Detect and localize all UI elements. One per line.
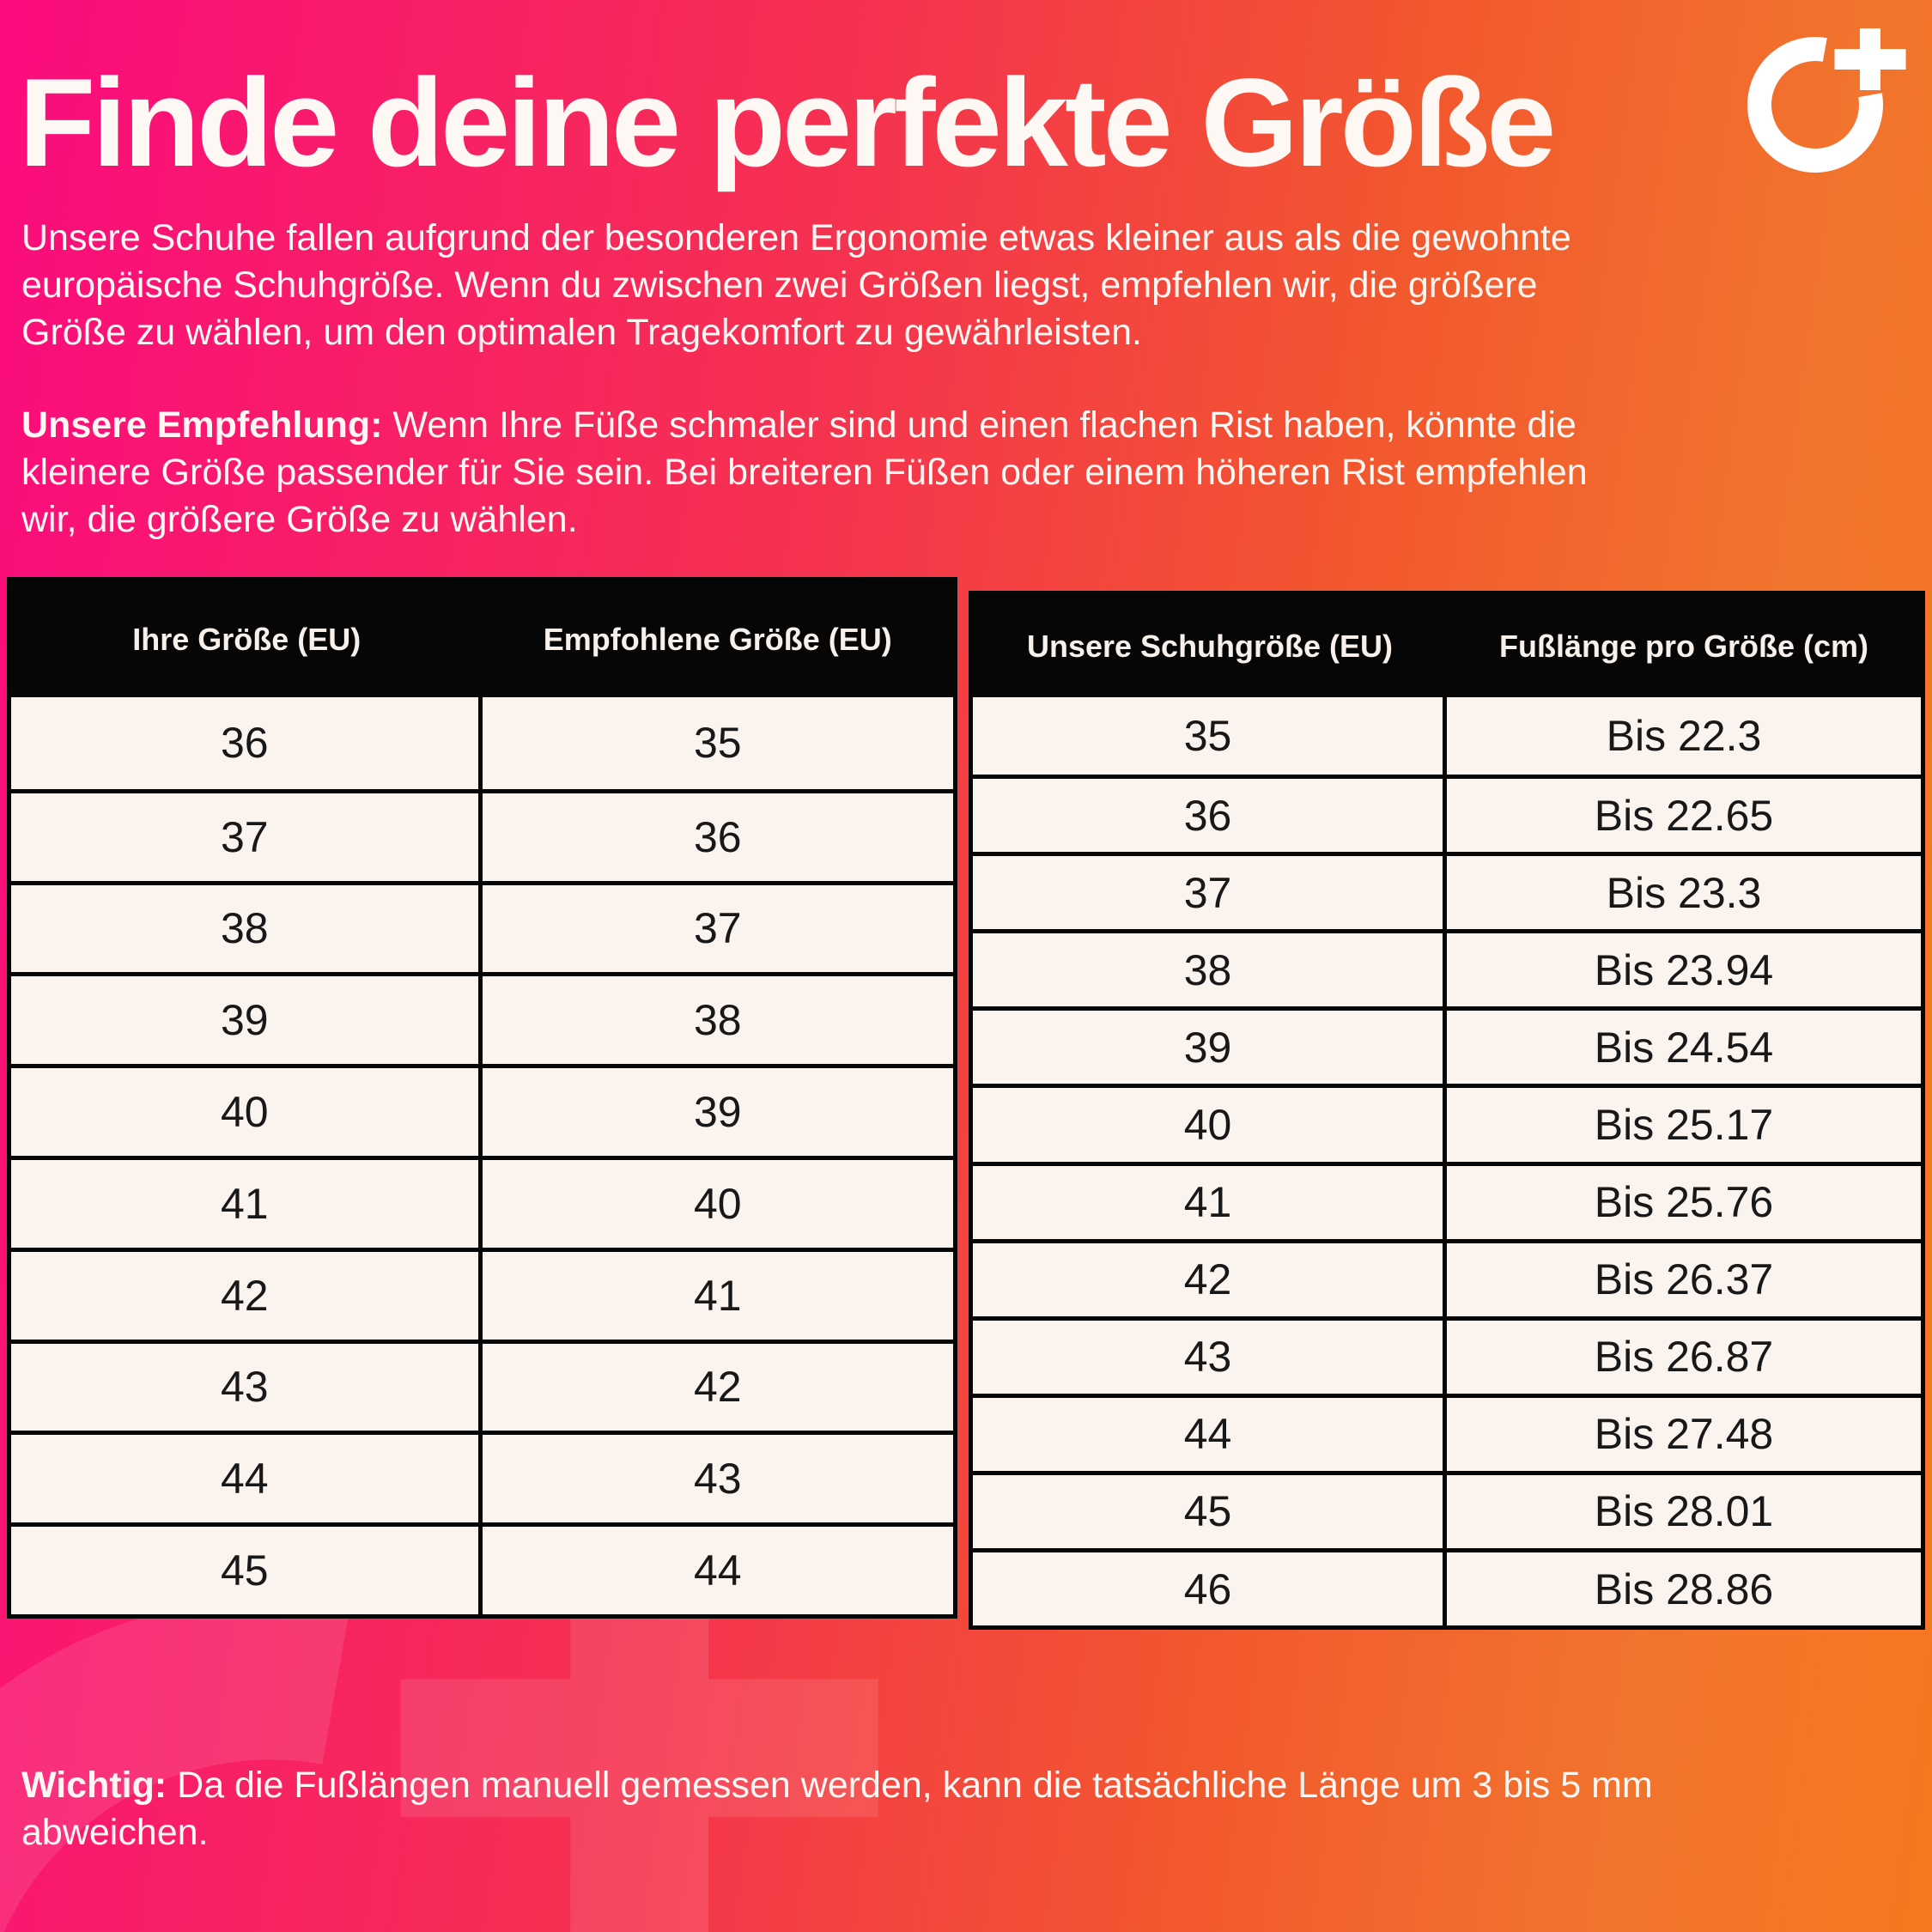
- your-size-cell: 44: [11, 1435, 483, 1523]
- recommended-size-cell: 38: [693, 996, 742, 1045]
- recommended-size-cell: 40: [693, 1179, 742, 1228]
- table-row: 42 41: [11, 1247, 953, 1340]
- table-row: 44 43: [11, 1431, 953, 1523]
- size-conversion-table-body: 36 35 37 36 38 37 39 38: [11, 697, 953, 1614]
- table-row: 40 39: [11, 1064, 953, 1156]
- shoe-size-cell: 36: [973, 779, 1447, 853]
- circle-plus-logo-icon: [1747, 28, 1906, 173]
- table-row: 39 Bis 24.54: [973, 1006, 1921, 1084]
- important-note: Wichtig: Da die Fußlängen manuell gemess…: [21, 1762, 1919, 1856]
- shoe-size-cell: 37: [973, 856, 1447, 930]
- recommended-size-cell: 44: [693, 1546, 742, 1595]
- your-size-cell: 43: [11, 1343, 483, 1431]
- table-row: 35 Bis 22.3: [973, 697, 1921, 775]
- foot-length-cell: Bis 25.76: [1594, 1178, 1774, 1227]
- foot-length-cell: Bis 26.87: [1594, 1333, 1774, 1382]
- shoe-size-cell: 41: [973, 1165, 1447, 1239]
- size-conversion-table-header: Ihre Größe (EU) Empfohlene Größe (EU): [11, 581, 953, 697]
- table-row: 41 Bis 25.76: [973, 1161, 1921, 1239]
- table-row: 36 35: [11, 697, 953, 789]
- foot-length-cell: Bis 28.86: [1594, 1564, 1774, 1613]
- table-row: 37 Bis 23.3: [973, 852, 1921, 930]
- shoe-size-cell: 35: [973, 697, 1447, 775]
- shoe-size-cell: 44: [973, 1397, 1447, 1471]
- recommended-size-cell: 36: [693, 812, 742, 861]
- recommended-size-cell: 43: [693, 1455, 742, 1504]
- foot-length-table-body: 35 Bis 22.3 36 Bis 22.65 37 Bis 23.3 38 …: [973, 697, 1921, 1626]
- table-row: 38 37: [11, 880, 953, 973]
- page-title: Finde deine perfekte Größe: [19, 52, 1556, 192]
- table-row: 37 36: [11, 788, 953, 881]
- foot-length-cell: Bis 22.3: [1606, 712, 1762, 761]
- table-row: 45 Bis 28.01: [973, 1470, 1921, 1549]
- recommended-size-cell: 41: [693, 1271, 742, 1320]
- your-size-cell: 41: [11, 1159, 483, 1248]
- intro-paragraph: Unsere Schuhe fallen aufgrund der besond…: [21, 217, 1571, 353]
- recommended-size-cell: 35: [693, 719, 742, 768]
- foot-length-table-header: Unsere Schuhgröße (EU) Fußlänge pro Größ…: [973, 595, 1921, 697]
- recommendation-paragraph: Unsere Empfehlung: Wenn Ihre Füße schmal…: [21, 402, 1919, 544]
- table-row: 43 42: [11, 1339, 953, 1431]
- foot-length-cell: Bis 23.3: [1606, 868, 1762, 917]
- column-header-foot-length: Fußlänge pro Größe (cm): [1498, 628, 1868, 664]
- size-conversion-table: Ihre Größe (EU) Empfohlene Größe (EU) 36…: [7, 577, 957, 1619]
- your-size-cell: 36: [11, 697, 483, 789]
- table-row: 45 44: [11, 1522, 953, 1614]
- table-row: 36 Bis 22.65: [973, 775, 1921, 853]
- table-row: 38 Bis 23.94: [973, 929, 1921, 1007]
- recommendation-label: Unsere Empfehlung:: [21, 404, 383, 446]
- foot-length-cell: Bis 23.94: [1594, 945, 1774, 994]
- foot-length-cell: Bis 22.65: [1594, 791, 1774, 840]
- your-size-cell: 37: [11, 793, 483, 881]
- table-row: 41 40: [11, 1155, 953, 1248]
- shoe-size-cell: 40: [973, 1088, 1447, 1162]
- foot-length-cell: Bis 26.37: [1594, 1255, 1774, 1304]
- foot-length-cell: Bis 28.01: [1594, 1487, 1774, 1536]
- column-header-your-size: Ihre Größe (EU): [132, 621, 361, 657]
- your-size-cell: 38: [11, 884, 483, 973]
- your-size-cell: 40: [11, 1068, 483, 1156]
- important-note-text: Da die Fußlängen manuell gemessen werden…: [21, 1765, 1653, 1853]
- column-header-recommended-size: Empfohlene Größe (EU): [543, 621, 892, 657]
- table-row: 46 Bis 28.86: [973, 1548, 1921, 1626]
- important-note-label: Wichtig:: [21, 1765, 167, 1806]
- foot-length-cell: Bis 27.48: [1594, 1410, 1774, 1459]
- your-size-cell: 42: [11, 1251, 483, 1340]
- recommended-size-cell: 42: [693, 1363, 742, 1412]
- shoe-size-cell: 39: [973, 1011, 1447, 1084]
- recommended-size-cell: 39: [693, 1088, 742, 1137]
- foot-length-cell: Bis 25.17: [1594, 1101, 1774, 1150]
- shoe-size-cell: 43: [973, 1320, 1447, 1394]
- your-size-cell: 45: [11, 1527, 483, 1614]
- table-row: 43 Bis 26.87: [973, 1315, 1921, 1394]
- recommendation-text: Wenn Ihre Füße schmaler sind und einen f…: [21, 404, 1588, 540]
- foot-length-cell: Bis 24.54: [1594, 1023, 1774, 1072]
- shoe-size-cell: 46: [973, 1552, 1447, 1626]
- table-row: 42 Bis 26.37: [973, 1238, 1921, 1316]
- table-row: 40 Bis 25.17: [973, 1084, 1921, 1162]
- shoe-size-cell: 45: [973, 1474, 1447, 1549]
- foot-length-table: Unsere Schuhgröße (EU) Fußlänge pro Größ…: [969, 591, 1925, 1631]
- recommended-size-cell: 37: [693, 904, 742, 953]
- table-row: 39 38: [11, 972, 953, 1065]
- shoe-size-cell: 42: [973, 1242, 1447, 1316]
- column-header-our-shoe-size: Unsere Schuhgröße (EU): [1026, 628, 1394, 664]
- shoe-size-cell: 38: [973, 933, 1447, 1007]
- your-size-cell: 39: [11, 976, 483, 1065]
- table-row: 44 Bis 27.48: [973, 1393, 1921, 1471]
